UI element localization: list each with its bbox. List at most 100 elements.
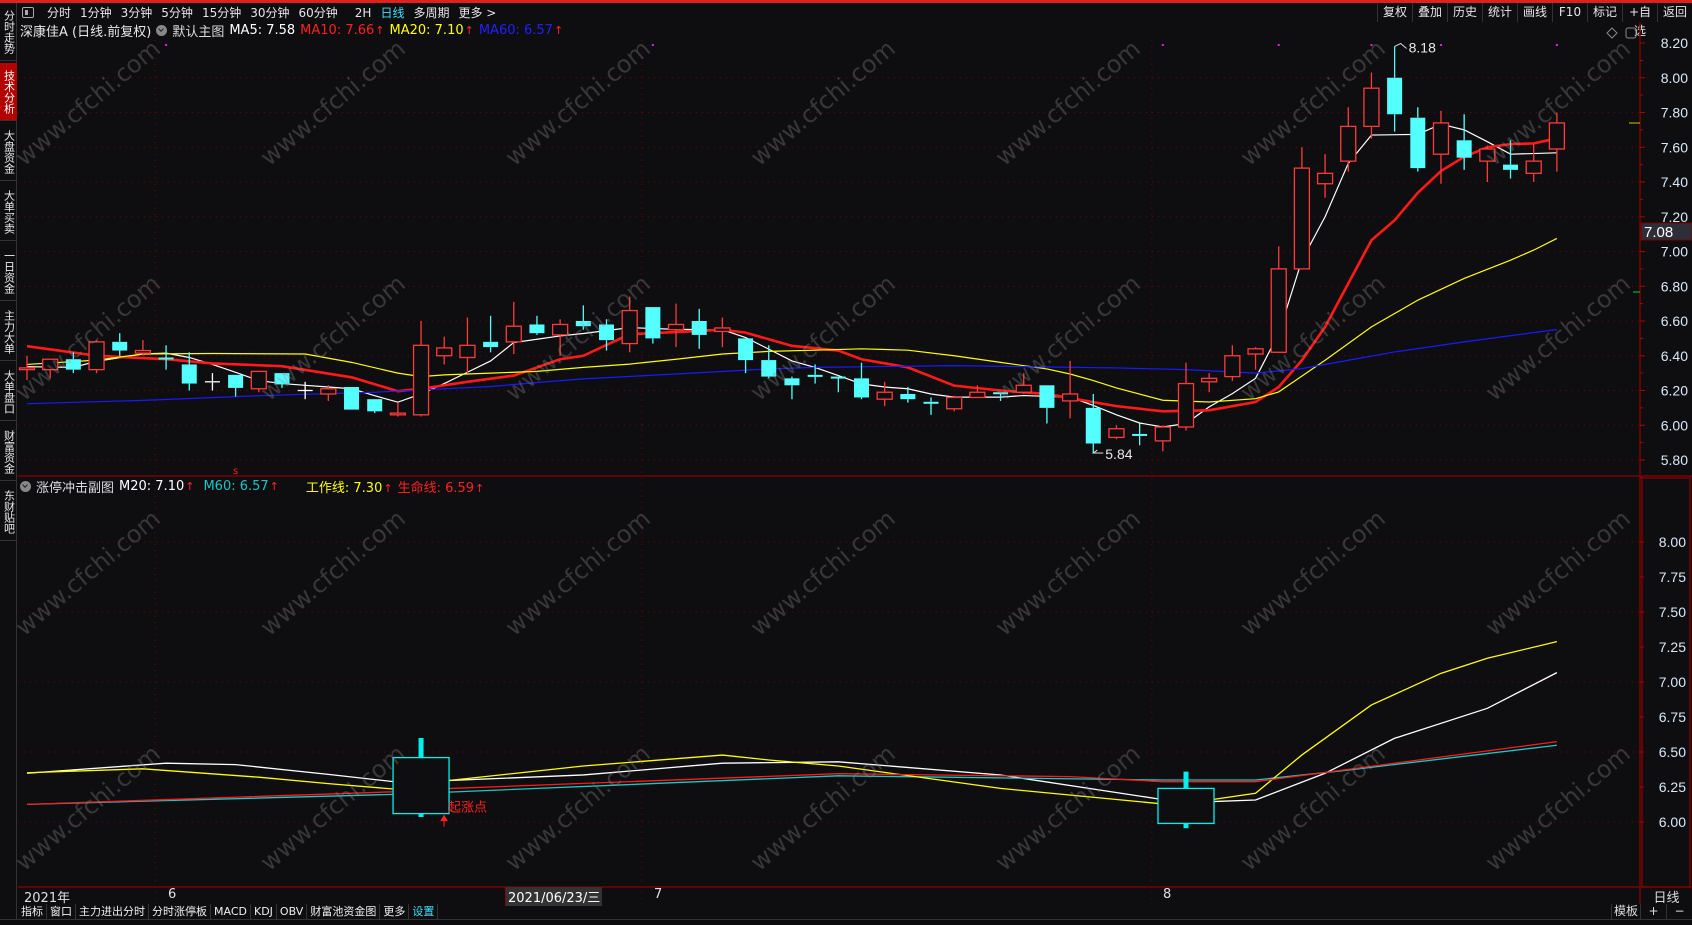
price-tick-label: 6.80 xyxy=(1661,278,1688,294)
candle-up xyxy=(1270,268,1287,353)
indicator-dropdown-icon[interactable] xyxy=(156,24,168,36)
sidebar-item-market-funds[interactable]: 大盘资金 xyxy=(0,123,17,181)
template-button[interactable]: 模板 xyxy=(1611,904,1640,919)
function-toolbar: 复权 叠加 历史 统计 画线 F10 标记 +自选 返回 xyxy=(1377,3,1692,38)
candle-up xyxy=(1015,384,1032,393)
signal-lower-stub xyxy=(1183,823,1189,829)
history-button[interactable]: 历史 xyxy=(1447,3,1482,22)
sidebar-item-forum[interactable]: 东财贴吧 xyxy=(0,483,17,541)
tab-kdj[interactable]: KDJ xyxy=(251,904,277,919)
period-unit-label[interactable]: 日线 xyxy=(1653,891,1680,906)
period-30min[interactable]: 30分钟 xyxy=(250,6,290,20)
sub-indicator-name[interactable]: 涨停冲击副图 xyxy=(36,480,115,496)
candle-up xyxy=(714,327,731,333)
period-daily[interactable]: 日线 xyxy=(380,6,405,20)
period-multi[interactable]: 多周期 xyxy=(413,6,450,20)
period-15min[interactable]: 15分钟 xyxy=(201,6,242,20)
draw-line-button[interactable]: 画线 xyxy=(1517,3,1552,22)
price-tick-label: 6.40 xyxy=(1661,348,1688,364)
candle-up xyxy=(88,341,105,371)
candle-up xyxy=(667,323,685,331)
sidebar-item-intraday[interactable]: 分时走势 xyxy=(0,3,17,61)
candle-down xyxy=(181,364,197,384)
price-tick-label: 7.40 xyxy=(1661,174,1688,190)
period-5min[interactable]: 5分钟 xyxy=(161,6,193,20)
ma60-legend: MA60: 6.57↑ xyxy=(478,22,564,38)
sub-indicator-dropdown-icon[interactable] xyxy=(20,480,31,492)
period-intraday[interactable]: 分时 xyxy=(47,6,72,20)
candle-down xyxy=(1456,140,1472,158)
candle-down xyxy=(344,387,360,410)
price-tick-label: 7.60 xyxy=(1661,139,1688,155)
back-button[interactable]: 返回 xyxy=(1657,3,1692,22)
year-label: 2021年 xyxy=(24,891,71,906)
candle-down xyxy=(830,376,846,379)
diamond-icon xyxy=(1606,27,1618,39)
top-accent-bar xyxy=(0,0,1692,3)
s-marker: s xyxy=(233,466,238,477)
sub-M20-line xyxy=(26,672,1558,803)
tab-macd[interactable]: MACD xyxy=(211,904,251,919)
sub-tick-label: 6.25 xyxy=(1659,779,1686,795)
sidebar-item-technical-analysis[interactable]: 技术分析 xyxy=(0,63,17,121)
tab-indicator[interactable]: 指标 xyxy=(18,904,47,919)
sub-tick-label: 7.00 xyxy=(1659,674,1686,690)
price-tick-label: 6.00 xyxy=(1661,417,1688,433)
f10-button[interactable]: F10 xyxy=(1552,3,1587,22)
tab-window[interactable]: 窗口 xyxy=(47,904,76,919)
period-marker-dot xyxy=(165,44,168,46)
zoom-in-button[interactable]: + xyxy=(1640,904,1666,919)
candle-up xyxy=(1363,87,1380,128)
zoom-out-button[interactable]: − xyxy=(1666,904,1692,919)
signal-box xyxy=(392,756,450,815)
restore-rights-button[interactable]: 复权 xyxy=(1377,3,1412,22)
tab-more[interactable]: 更多 xyxy=(380,904,410,919)
sidebar-item-block-trades[interactable]: 大单买卖 xyxy=(0,183,17,241)
candle-down xyxy=(228,374,244,388)
tab-wealth-pool[interactable]: 财富池资金图 xyxy=(307,904,381,919)
candle-down xyxy=(1387,77,1403,115)
tab-main-force-intraday[interactable]: 主力进出分时 xyxy=(76,904,149,919)
price-tick-label: 6.20 xyxy=(1661,383,1688,399)
sidebar-item-daily-funds[interactable]: 一日资金 xyxy=(0,243,17,301)
sidebar-item-main-force[interactable]: 主力大单 xyxy=(0,303,17,361)
candle-up xyxy=(946,396,963,410)
candle-up xyxy=(134,349,152,354)
signal-upper-stub xyxy=(1183,771,1189,789)
overlay-button[interactable]: 叠加 xyxy=(1412,3,1447,22)
period-2h[interactable]: 2H xyxy=(354,5,372,20)
period-1min[interactable]: 1分钟 xyxy=(80,6,112,20)
candle-down xyxy=(993,392,1009,395)
price-tick-label: 8.00 xyxy=(1661,70,1688,86)
tab-obv[interactable]: OBV xyxy=(277,904,308,919)
price-tick-label: 5.80 xyxy=(1661,452,1688,468)
sidebar-item-order-book[interactable]: 大单盘口 xyxy=(0,363,17,421)
statistics-button[interactable]: 统计 xyxy=(1482,3,1517,22)
period-60min[interactable]: 60分钟 xyxy=(298,6,338,20)
candle-down xyxy=(1410,117,1426,169)
mark-button[interactable]: 标记 xyxy=(1587,3,1622,22)
candle-up xyxy=(1340,125,1357,162)
candle-down xyxy=(1039,385,1055,408)
main-indicator-name[interactable]: 默认主图 xyxy=(172,24,225,40)
life-line-legend: 生命线: 6.59↑ xyxy=(397,480,485,496)
candle-up xyxy=(551,323,569,336)
status-strip xyxy=(0,919,1692,925)
candle-up xyxy=(1108,428,1125,439)
price-tick-label: 7.80 xyxy=(1661,105,1688,121)
tab-settings[interactable]: 设置 xyxy=(409,904,439,919)
sub-tick-label: 7.50 xyxy=(1659,604,1686,620)
candle-up xyxy=(389,412,407,416)
date-axis: 2021年 6 2021/06/23/三 7 8 xyxy=(18,887,1640,906)
period-marker-dot xyxy=(651,44,654,46)
candle-down xyxy=(900,393,916,400)
sidebar-item-wealth-funds[interactable]: 财富资金 xyxy=(0,423,17,481)
panel-toggle-icon[interactable] xyxy=(22,7,34,18)
tab-intraday-limit-up[interactable]: 分时涨停板 xyxy=(149,904,211,919)
period-more[interactable]: 更多 > xyxy=(458,6,497,20)
period-3min[interactable]: 3分钟 xyxy=(120,6,153,20)
candle-up xyxy=(436,347,453,357)
rise-point-label: 起涨点 xyxy=(448,801,487,816)
price-tick-label: 7.00 xyxy=(1661,244,1688,260)
